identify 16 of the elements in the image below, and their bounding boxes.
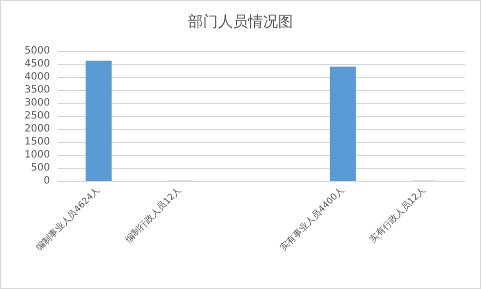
y-tick-label: 1500 [24, 136, 50, 148]
x-tick-label: 实有行政人员12人 [367, 184, 428, 246]
bar [330, 66, 356, 181]
y-tick-label: 0 [44, 176, 50, 186]
y-tick-label: 1000 [24, 150, 50, 160]
y-tick-label: 2500 [24, 110, 50, 122]
x-tick-label: 编制行政人员12人 [123, 184, 184, 246]
y-tick-label: 4500 [24, 58, 50, 70]
chart-title: 部门人员情况图 [188, 12, 293, 30]
y-tick-label: 500 [30, 162, 50, 174]
y-tick-label: 2000 [24, 124, 50, 134]
y-tick-label: 5000 [24, 46, 50, 56]
y-tick-label: 3500 [24, 84, 50, 96]
y-tick-label: 3000 [24, 98, 50, 108]
y-tick-label: 4000 [24, 72, 50, 82]
bar [86, 60, 112, 181]
